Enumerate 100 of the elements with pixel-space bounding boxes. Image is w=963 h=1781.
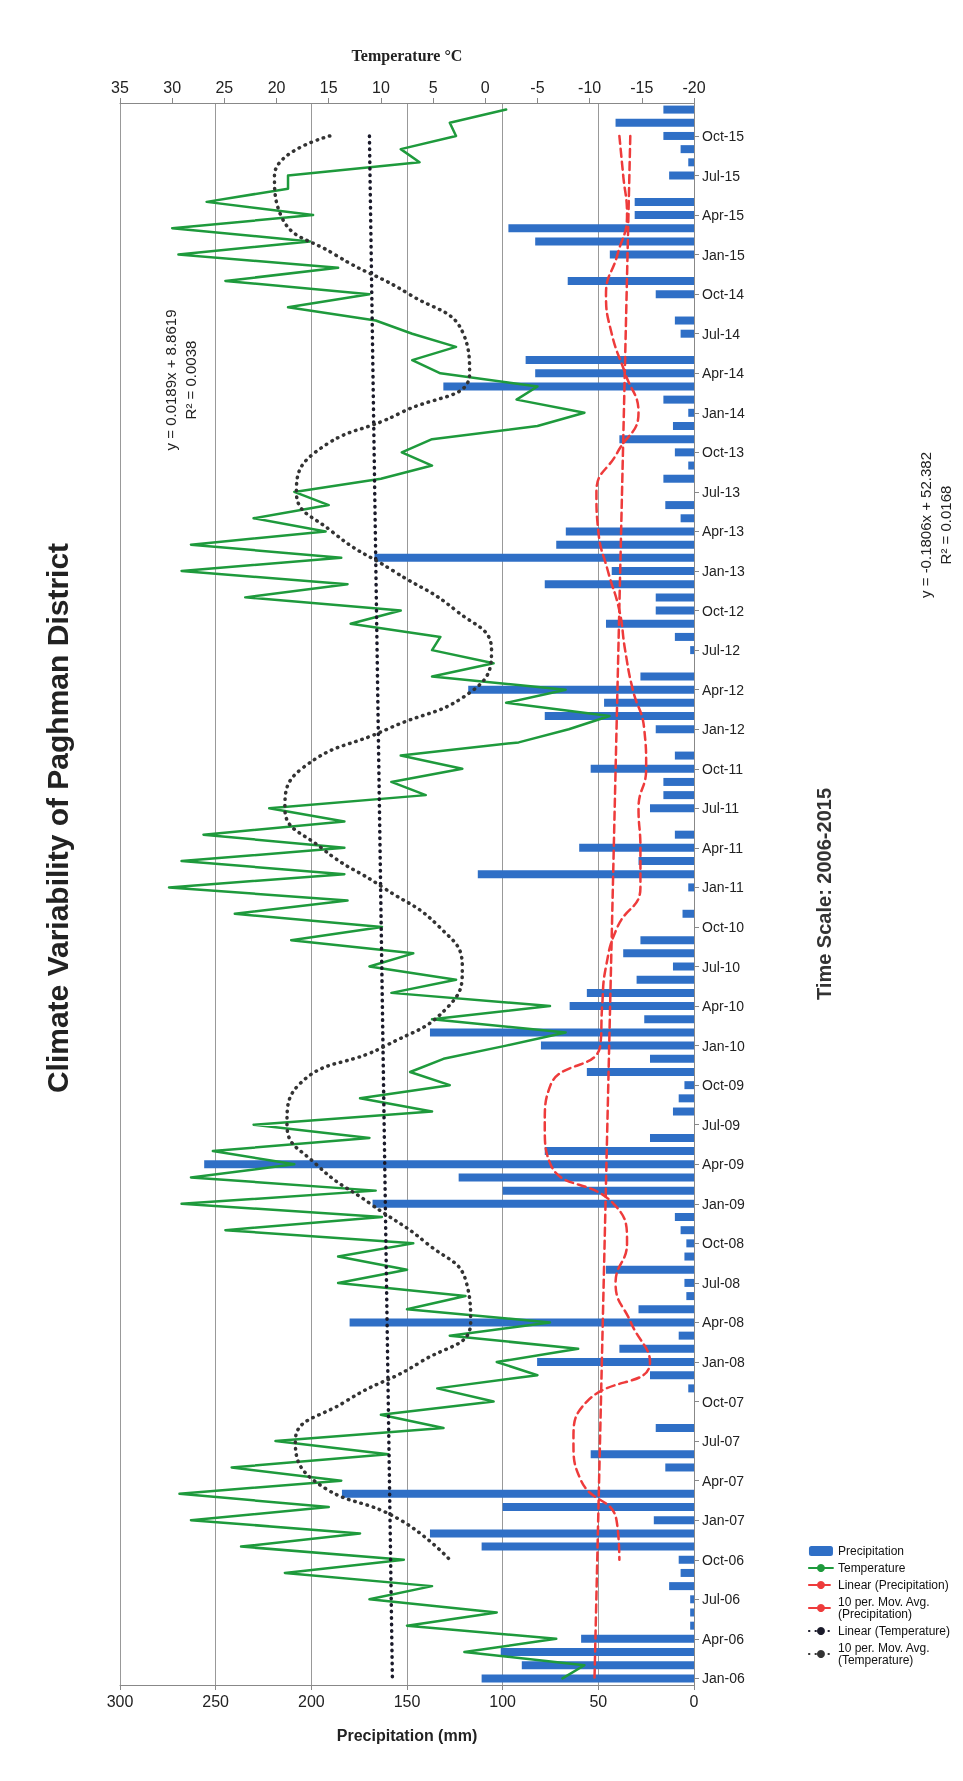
bar xyxy=(634,211,694,220)
text: y = -0.1806x + 52.382 R² = 0.0168 xyxy=(916,452,954,598)
y-tick-label: Oct-11 xyxy=(702,760,744,777)
bar xyxy=(688,461,694,470)
bar xyxy=(682,909,694,918)
bar xyxy=(619,435,694,444)
bar xyxy=(581,1634,694,1643)
y-tick-label: Jul-08 xyxy=(702,1274,741,1291)
x2-tick-label: 30 xyxy=(163,78,182,96)
bar xyxy=(655,725,694,734)
legend-label: Temperature xyxy=(837,1561,906,1575)
y-tick-label: Oct-10 xyxy=(702,918,745,935)
bar xyxy=(684,1278,694,1287)
bar xyxy=(544,1147,694,1156)
bar xyxy=(565,527,694,536)
y-tick-label: Jul-11 xyxy=(702,800,740,817)
x-tick-label: 0 xyxy=(689,1692,699,1710)
x-tick-label: 250 xyxy=(202,1692,230,1710)
x2-tick-label: 5 xyxy=(428,78,438,96)
bar xyxy=(688,883,694,892)
bar xyxy=(604,698,694,707)
y-tick-label: Jan-07 xyxy=(702,1512,746,1529)
bar xyxy=(502,1503,694,1512)
x2-tick-label: -20 xyxy=(682,78,706,96)
y-tick-label: Jan-11 xyxy=(702,879,744,896)
bar xyxy=(525,356,694,365)
y-tick-label: Jul-09 xyxy=(702,1116,741,1133)
bar xyxy=(569,1002,694,1011)
y-tick-label: Jul-12 xyxy=(702,642,741,659)
bar xyxy=(429,1529,694,1538)
bar xyxy=(649,804,694,813)
y-tick-label: Apr-10 xyxy=(702,998,745,1015)
bar xyxy=(634,197,694,206)
bar xyxy=(477,870,694,879)
y-tick-label: Jan-09 xyxy=(702,1195,746,1212)
bar xyxy=(669,171,694,180)
x-tick-label: 200 xyxy=(297,1692,325,1710)
bar xyxy=(590,1450,694,1459)
bar xyxy=(636,975,694,984)
bar xyxy=(481,1674,694,1683)
bar xyxy=(649,1054,694,1063)
bar xyxy=(372,1199,694,1208)
bar xyxy=(680,329,694,338)
bar xyxy=(672,962,694,971)
y-tick-label: Apr-09 xyxy=(702,1156,745,1173)
bar xyxy=(663,777,694,786)
bar xyxy=(686,1292,694,1301)
y-tick-label: Apr-11 xyxy=(702,839,744,856)
bar xyxy=(663,131,694,140)
bar xyxy=(609,250,694,259)
bar xyxy=(674,1212,694,1221)
bar xyxy=(690,1608,694,1617)
bar xyxy=(458,1173,694,1182)
y-tick-label: Jan-12 xyxy=(702,721,746,738)
bar xyxy=(443,382,694,391)
y-tick-label: Oct-08 xyxy=(702,1235,745,1252)
bar xyxy=(663,474,694,483)
bar xyxy=(674,632,694,641)
bar xyxy=(611,567,694,576)
x-tick-label: 50 xyxy=(589,1692,608,1710)
bar xyxy=(684,1252,694,1261)
bar xyxy=(653,1516,694,1525)
bar xyxy=(665,1463,694,1472)
bar xyxy=(655,1423,694,1432)
bar xyxy=(605,1265,694,1274)
bar xyxy=(686,1239,694,1248)
bar xyxy=(655,606,694,615)
x-tick-label: 300 xyxy=(106,1692,134,1710)
bar xyxy=(663,395,694,404)
bar xyxy=(638,857,694,866)
bar xyxy=(535,237,694,246)
legend-label: 10 per. Mov. Avg. (Precipitation) xyxy=(837,1595,933,1621)
x-tick-label: 100 xyxy=(489,1692,517,1710)
bar xyxy=(655,290,694,299)
y-tick-label: Oct-06 xyxy=(702,1551,745,1568)
bar xyxy=(680,514,694,523)
bar xyxy=(521,1661,694,1670)
y-tick-label: Apr-14 xyxy=(702,365,745,382)
y-tick-label: Jan-14 xyxy=(702,404,746,421)
y-tick-label: Apr-06 xyxy=(702,1630,745,1647)
bar xyxy=(688,158,694,167)
bar xyxy=(649,1371,694,1380)
bar xyxy=(605,619,694,628)
y-tick-label: Jul-14 xyxy=(702,325,741,342)
x2-axis-title: Temperature °C xyxy=(351,46,463,65)
bar xyxy=(674,448,694,457)
x2-tick-label: -5 xyxy=(530,78,545,96)
x2-tick-label: 10 xyxy=(372,78,390,96)
y-tick-label: Oct-12 xyxy=(702,602,745,619)
y-tick-label: Oct-07 xyxy=(702,1393,745,1410)
bar xyxy=(665,501,694,510)
y-tick-label: Jan-08 xyxy=(702,1354,746,1371)
bar xyxy=(586,988,694,997)
x-axis-title: Precipitation (mm) xyxy=(336,1726,478,1744)
y-tick-label: Jan-10 xyxy=(702,1037,746,1054)
bar xyxy=(429,1028,694,1037)
y-axis-title: Time Scale: 2006-2015 xyxy=(813,787,835,1001)
bar xyxy=(680,145,694,154)
y-tick-label: Apr-08 xyxy=(702,1314,745,1331)
bar xyxy=(688,1384,694,1393)
